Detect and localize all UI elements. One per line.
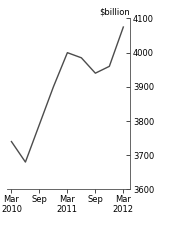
Text: $billion: $billion xyxy=(100,8,130,17)
